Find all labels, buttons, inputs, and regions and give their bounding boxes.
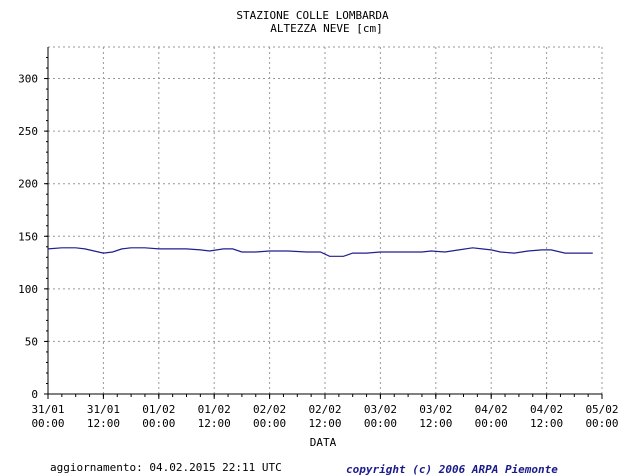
x-tick-label-date: 03/02 bbox=[419, 403, 452, 416]
x-tick-label-date: 01/02 bbox=[198, 403, 231, 416]
x-tick-label-time: 12:00 bbox=[308, 417, 341, 430]
x-tick-label-date: 02/02 bbox=[253, 403, 286, 416]
series bbox=[47, 247, 593, 257]
x-tick-label-date: 31/01 bbox=[87, 403, 120, 416]
y-tick-label: 50 bbox=[25, 335, 38, 348]
x-tick-label-time: 00:00 bbox=[475, 417, 508, 430]
x-tick-label-time: 12:00 bbox=[419, 417, 452, 430]
x-tick-label-time: 12:00 bbox=[87, 417, 120, 430]
chart-title: STAZIONE COLLE LOMBARDA bbox=[236, 9, 389, 22]
x-tick-label-time: 00:00 bbox=[31, 417, 64, 430]
x-tick-label-time: 00:00 bbox=[253, 417, 286, 430]
y-tick-label: 0 bbox=[31, 388, 38, 401]
x-tick-label-date: 02/02 bbox=[308, 403, 341, 416]
x-tick-label-time: 00:00 bbox=[142, 417, 175, 430]
x-tick-label-date: 31/01 bbox=[31, 403, 64, 416]
x-tick-label-time: 12:00 bbox=[198, 417, 231, 430]
y-tick-label: 250 bbox=[18, 125, 38, 138]
y-tick-label: 200 bbox=[18, 178, 38, 191]
grid bbox=[48, 46, 603, 394]
x-tick-label-date: 05/02 bbox=[585, 403, 618, 416]
y-tick-label: 150 bbox=[18, 230, 38, 243]
x-axis-label: DATA bbox=[310, 436, 337, 449]
x-tick-label-date: 04/02 bbox=[530, 403, 563, 416]
x-tick-label-date: 01/02 bbox=[142, 403, 175, 416]
copyright-notice: copyright (c) 2006 ARPA Piemonte bbox=[346, 463, 558, 476]
y-tick-labels: 0 50 100 150 200 250 300 bbox=[18, 73, 38, 401]
x-tick-label-time: 00:00 bbox=[585, 417, 618, 430]
update-timestamp: aggiornamento: 04.02.2015 22:11 UTC bbox=[50, 461, 282, 474]
axes bbox=[44, 47, 603, 399]
chart-subtitle: ALTEZZA NEVE [cm] bbox=[270, 22, 383, 35]
y-tick-label: 100 bbox=[18, 283, 38, 296]
series-line bbox=[47, 247, 593, 257]
x-tick-labels: 31/0100:0031/0112:0001/0200:0001/0212:00… bbox=[31, 403, 618, 430]
x-tick-label-date: 04/02 bbox=[475, 403, 508, 416]
x-tick-label-time: 00:00 bbox=[364, 417, 397, 430]
y-tick-label: 300 bbox=[18, 73, 38, 86]
x-tick-label-time: 12:00 bbox=[530, 417, 563, 430]
x-tick-label-date: 03/02 bbox=[364, 403, 397, 416]
